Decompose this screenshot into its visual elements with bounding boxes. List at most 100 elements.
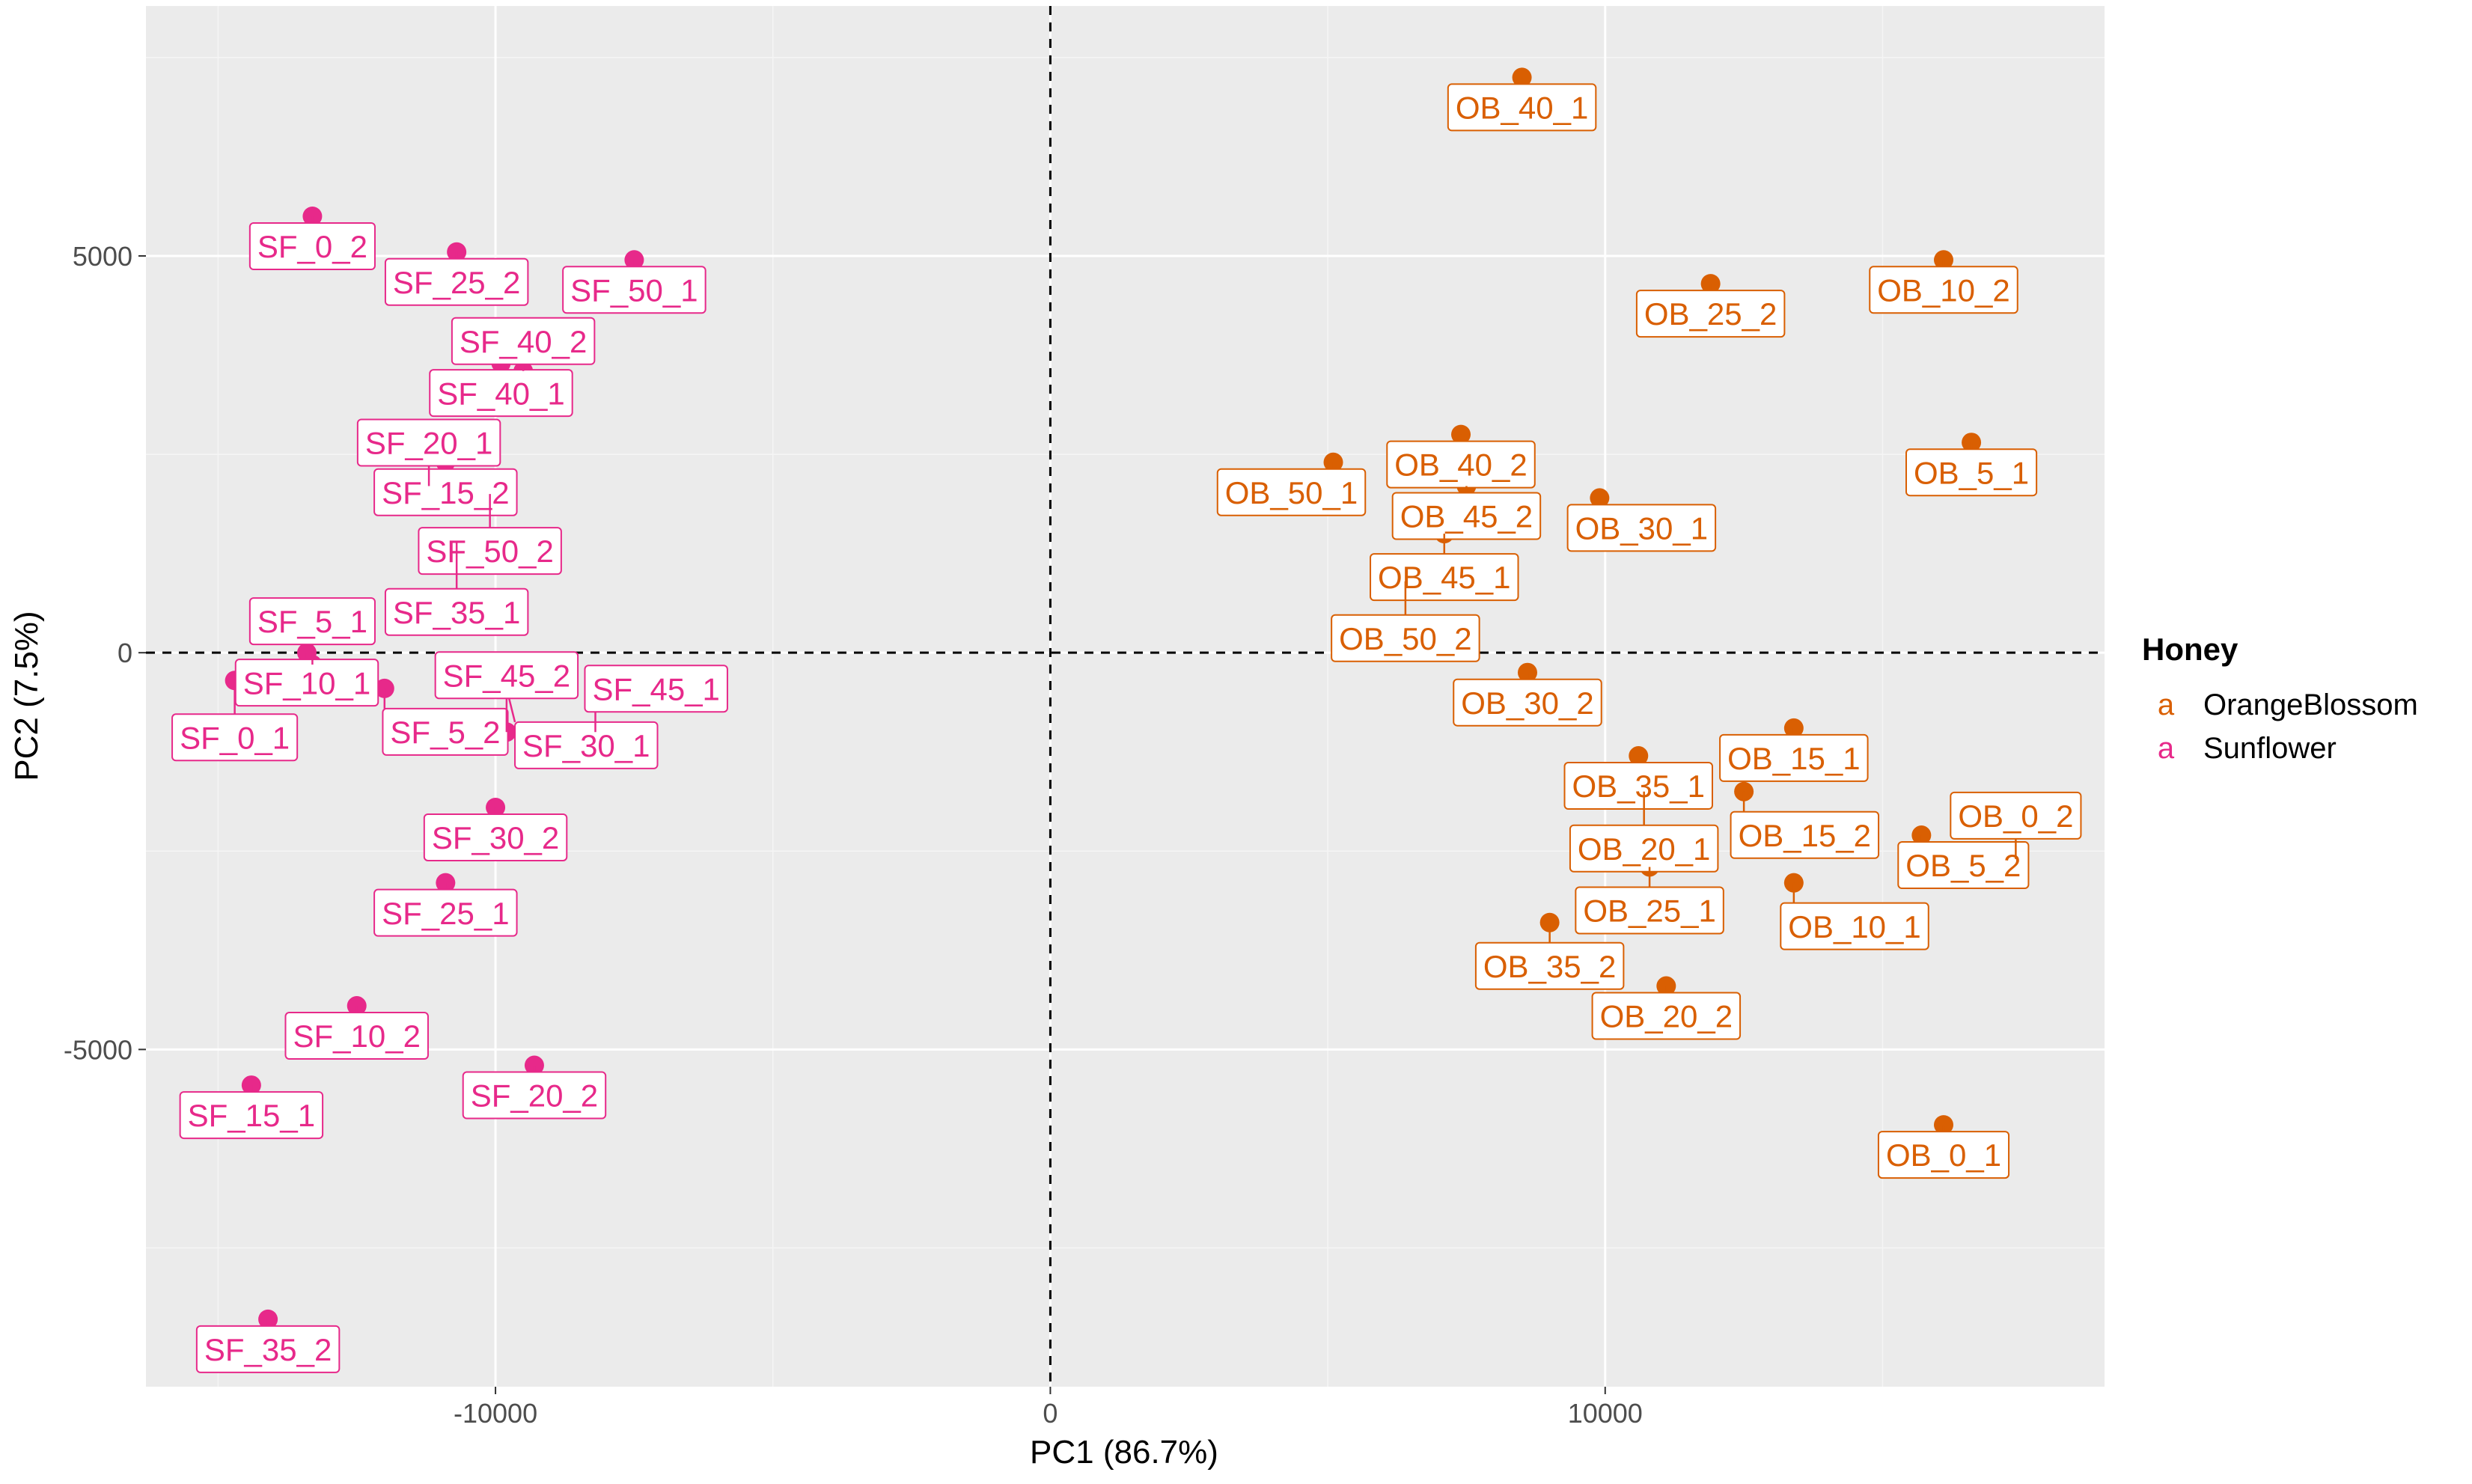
label-box — [562, 266, 706, 314]
label-box — [1780, 902, 1929, 950]
label-text: OB_40_2 — [1394, 448, 1527, 483]
label-text: SF_30_1 — [522, 728, 650, 763]
label-text: SF_20_1 — [365, 426, 492, 461]
point-label: OB_35_2 — [1474, 922, 1625, 990]
label-text: OB_30_1 — [1575, 511, 1708, 546]
point-label: SF_50_2 — [418, 494, 562, 575]
point-label: OB_10_1 — [1780, 882, 1929, 950]
point-label: OB_50_1 — [1216, 462, 1367, 516]
label-text: SF_20_2 — [471, 1078, 598, 1114]
label-text: SF_15_2 — [382, 475, 509, 510]
label-text: SF_10_1 — [243, 665, 370, 700]
point-label: SF_10_1 — [234, 653, 379, 707]
label-box — [1869, 266, 2018, 314]
point-label: OB_25_2 — [1635, 284, 1786, 338]
label-box — [1905, 448, 2038, 497]
point-label: SF_45_1 — [584, 665, 728, 733]
label-text: SF_0_1 — [180, 720, 290, 755]
point-label: OB_15_1 — [1719, 727, 1869, 782]
legend-item-sunflower: a Sunflower — [2158, 732, 2337, 765]
label-text: OB_50_2 — [1339, 621, 1471, 656]
point-label: OB_30_2 — [1453, 672, 1602, 727]
label-text: SF_10_2 — [293, 1019, 420, 1054]
label-text: SF_50_1 — [570, 272, 698, 308]
label-box — [462, 1071, 607, 1120]
point-label: SF_5_2 — [382, 688, 509, 756]
label-box — [384, 257, 529, 306]
point-label: OB_20_1 — [1569, 791, 1719, 873]
point-label: OB_45_1 — [1370, 534, 1519, 602]
x-axis: -10000 0 10000 — [454, 1387, 1643, 1429]
label-text: SF_45_2 — [443, 658, 570, 693]
legend-item-orangeblossom: a OrangeBlossom — [2158, 688, 2418, 721]
label-box — [373, 468, 518, 516]
label-box — [356, 418, 501, 467]
label-text: OB_20_2 — [1600, 999, 1733, 1034]
label-box — [584, 665, 728, 713]
label-box — [284, 1012, 429, 1060]
label-text: SF_25_2 — [393, 265, 520, 300]
legend-title: Honey — [2142, 632, 2238, 667]
label-box — [384, 587, 529, 636]
legend-key-orangeblossom: a — [2158, 688, 2175, 721]
point-label: SF_35_1 — [384, 541, 529, 636]
label-text: SF_40_1 — [437, 376, 564, 411]
y-tick-label: -5000 — [64, 1034, 132, 1065]
label-box — [1591, 992, 1742, 1040]
y-axis: -5000 0 5000 — [64, 241, 146, 1065]
label-text: SF_25_1 — [382, 896, 509, 931]
label-box — [248, 597, 376, 646]
label-text: OB_45_1 — [1378, 560, 1510, 595]
label-text: OB_45_2 — [1400, 499, 1533, 534]
reference-lines — [146, 6, 2105, 1387]
label-box — [1331, 614, 1480, 662]
label-text: SF_15_1 — [188, 1098, 315, 1133]
point-label: SF_20_1 — [356, 418, 501, 486]
point-label: OB_40_2 — [1386, 434, 1536, 489]
label-box — [1719, 733, 1869, 782]
legend-label-orangeblossom: OrangeBlossom — [2203, 688, 2418, 721]
point-label: SF_25_1 — [373, 882, 518, 937]
point-label: OB_25_1 — [1575, 867, 1724, 935]
point-label: SF_0_1 — [171, 680, 299, 762]
label-text: SF_0_2 — [257, 229, 367, 264]
point-label: OB_20_2 — [1591, 986, 1742, 1040]
point-label: OB_30_1 — [1566, 498, 1717, 552]
label-text: OB_15_1 — [1727, 741, 1860, 776]
point-label: SF_40_2 — [451, 317, 596, 371]
label-box — [1950, 791, 2082, 840]
label-box — [1635, 290, 1786, 338]
label-text: SF_5_2 — [390, 715, 500, 750]
label-box — [1447, 83, 1597, 132]
point-label: OB_0_1 — [1877, 1125, 2010, 1179]
label-text: OB_35_1 — [1572, 769, 1705, 804]
label-text: SF_50_2 — [426, 534, 553, 569]
label-text: OB_25_2 — [1644, 296, 1777, 332]
label-text: SF_40_2 — [460, 324, 587, 359]
label-text: OB_25_1 — [1583, 894, 1715, 929]
point-label: SF_30_2 — [423, 807, 568, 861]
label-box — [1877, 1131, 2010, 1179]
label-box — [451, 317, 596, 365]
point-label: SF_0_2 — [248, 216, 376, 270]
point-label: OB_15_2 — [1730, 791, 1880, 859]
point-label: OB_5_1 — [1905, 442, 2038, 497]
label-text: OB_40_1 — [1456, 91, 1588, 126]
y-axis-title: PC2 (7.5%) — [8, 611, 45, 781]
point-label: SF_45_2 — [434, 651, 579, 733]
point-label: SF_35_2 — [195, 1319, 341, 1373]
point-label: OB_35_1 — [1563, 756, 1713, 810]
label-box — [423, 813, 568, 861]
label-text: SF_30_2 — [432, 820, 559, 855]
label-box — [1575, 886, 1724, 935]
x-tick-label: -10000 — [454, 1398, 537, 1429]
label-box — [429, 369, 573, 418]
label-box — [248, 222, 376, 270]
point-label: SF_15_1 — [179, 1085, 324, 1140]
label-box — [1566, 504, 1717, 552]
point-label: OB_50_2 — [1331, 581, 1480, 662]
point-label: OB_5_2 — [1897, 835, 2030, 890]
label-text: OB_30_2 — [1461, 685, 1593, 721]
point-label: OB_10_2 — [1869, 260, 2018, 314]
label-box — [195, 1325, 341, 1373]
